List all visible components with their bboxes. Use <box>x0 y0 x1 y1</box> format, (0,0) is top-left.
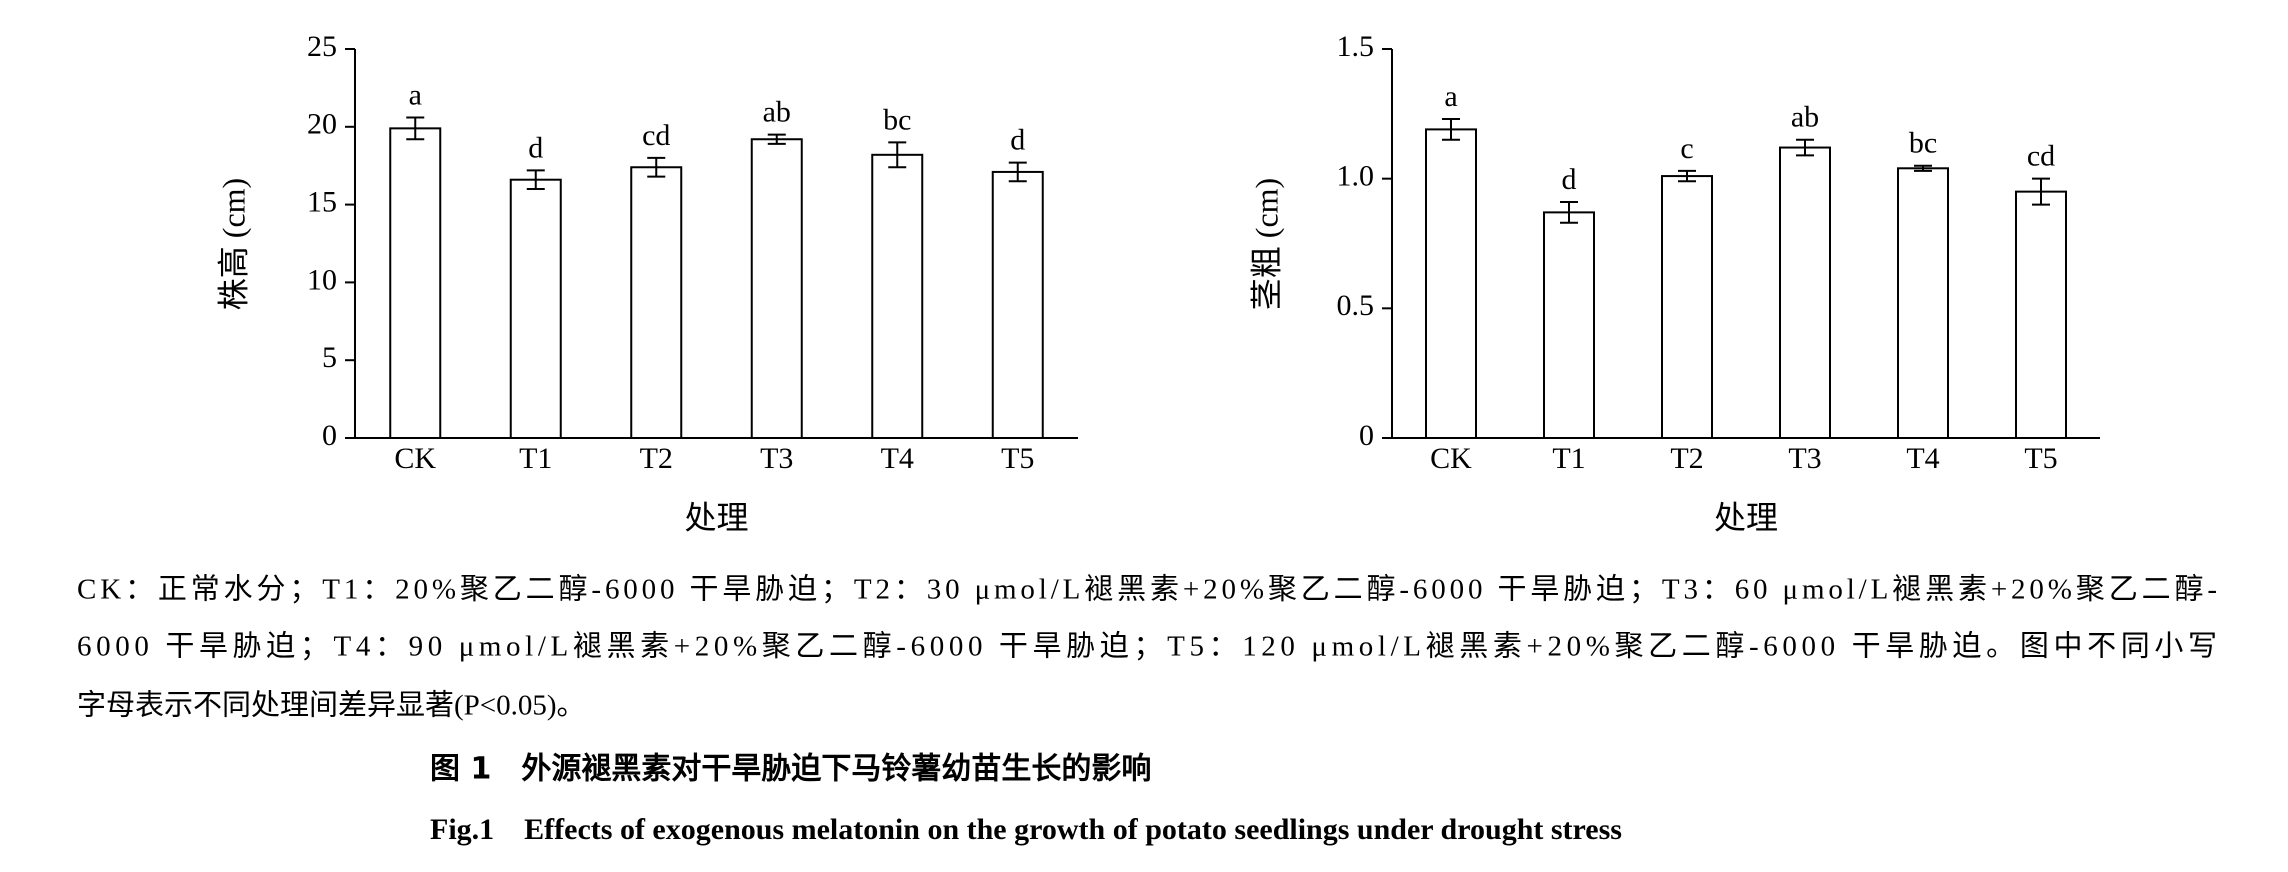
figure-title-cn: 图 1 外源褪黑素对干旱胁迫下马铃薯幼苗生长的影响 <box>430 752 1151 787</box>
y-tick-label: 15 <box>307 185 337 218</box>
y-axis-label: 株高 (cm) <box>215 178 251 310</box>
error-bar <box>406 116 425 141</box>
significance-letter: a <box>1444 80 1457 113</box>
significance-letter: ab <box>1791 101 1819 134</box>
caption-line: 字母表示不同处理间差异显著(P<0.05)。 <box>77 689 586 722</box>
error-bar <box>767 133 786 145</box>
error-bar <box>526 169 545 191</box>
axis-line <box>354 49 1078 439</box>
significance-letter: a <box>409 78 422 111</box>
error-bar <box>1442 118 1460 141</box>
error-bar <box>888 141 907 169</box>
y-tick-label: 20 <box>307 108 337 141</box>
bar <box>1543 211 1595 439</box>
y-tick-label: 0.5 <box>1337 289 1375 322</box>
y-tick-label: 10 <box>307 263 337 296</box>
y-tick-label: 1.0 <box>1337 160 1375 193</box>
x-tick-label: T2 <box>1670 442 1703 475</box>
x-tick-label: CK <box>394 442 436 475</box>
y-tick-label: 5 <box>322 341 337 374</box>
significance-letter: ab <box>763 95 791 128</box>
x-tick-label: T3 <box>1788 442 1821 475</box>
x-tick-label: T4 <box>1906 442 1939 475</box>
x-tick-label: T4 <box>881 442 914 475</box>
significance-letter: cd <box>2027 140 2055 173</box>
caption-line: 6000 干旱胁迫；T4：90 μmol/L褪黑素+20%聚乙二醇-6000 干… <box>77 630 2217 663</box>
significance-letter: d <box>1562 163 1577 196</box>
y-tick-label: 0 <box>322 419 337 452</box>
y-tick-label: 1.5 <box>1337 30 1375 63</box>
x-tick-label: T2 <box>640 442 673 475</box>
error-bar <box>1914 164 1932 172</box>
x-tick-label: T5 <box>1001 442 1034 475</box>
bar <box>1425 128 1477 439</box>
bar <box>630 166 683 439</box>
error-bar <box>647 156 666 178</box>
bar <box>2015 190 2067 439</box>
bar <box>389 127 442 440</box>
x-tick-label: T1 <box>519 442 552 475</box>
bar <box>1779 146 1831 439</box>
error-bar <box>1796 138 1814 157</box>
bar <box>991 170 1044 439</box>
x-tick-label: T1 <box>1552 442 1585 475</box>
y-tick-label: 25 <box>307 30 337 63</box>
figure-title-en: Fig.1 Effects of exogenous melatonin on … <box>430 813 1622 846</box>
error-bar <box>1678 169 1696 183</box>
bar <box>1661 175 1713 439</box>
x-tick-label: T3 <box>760 442 793 475</box>
bar <box>509 178 562 439</box>
significance-letter: bc <box>883 103 911 136</box>
bar <box>750 138 803 440</box>
error-bar <box>2032 177 2050 206</box>
y-tick-label: 0 <box>1359 419 1374 452</box>
x-axis-label: 处理 <box>684 499 748 535</box>
significance-letter: c <box>1680 132 1693 165</box>
caption-line: CK：正常水分；T1：20%聚乙二醇-6000 干旱胁迫；T2：30 μmol/… <box>77 573 2217 606</box>
error-bar <box>1008 161 1027 183</box>
significance-letter: cd <box>642 119 670 152</box>
bar <box>1897 167 1949 439</box>
significance-letter: d <box>1010 123 1025 156</box>
bar <box>871 153 924 439</box>
y-axis-label: 茎粗 (cm) <box>1248 178 1284 310</box>
significance-letter: bc <box>1909 127 1937 160</box>
x-tick-label: CK <box>1430 442 1472 475</box>
axis-line <box>1391 49 2100 439</box>
x-axis-label: 处理 <box>1714 499 1778 535</box>
x-tick-label: T5 <box>2024 442 2057 475</box>
error-bar <box>1560 201 1578 224</box>
significance-letter: d <box>528 131 543 164</box>
